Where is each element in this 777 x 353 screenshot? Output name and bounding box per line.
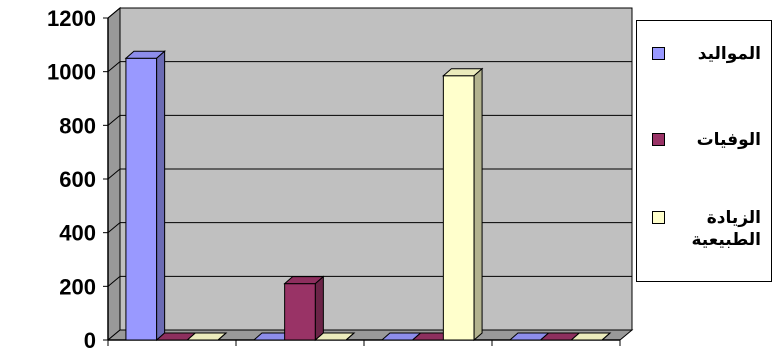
y-axis-ticks: 0 200 400 600 800 1000 1200 [47, 6, 108, 353]
gridline [107, 61, 632, 73]
bar-side [473, 67, 483, 342]
bar [186, 332, 228, 341]
legend: المواليد الوفيات الزيادة الطبيعية [636, 20, 772, 282]
legend-label-births: المواليد [697, 44, 761, 64]
legend-swatch-births [652, 47, 665, 60]
y-tick-label: 1200 [47, 6, 96, 31]
y-tick-label: 600 [59, 167, 96, 192]
bar-front [442, 75, 475, 341]
bar-side [217, 332, 227, 341]
bar-front [284, 283, 316, 341]
y-tick-label: 800 [59, 113, 96, 138]
bar [283, 275, 325, 342]
bar-side [345, 332, 355, 341]
legend-swatch-natural-increase [652, 211, 665, 224]
legend-label-deaths: الوفيات [696, 130, 761, 150]
legend-item-natural-increase: الزيادة الطبيعية [652, 207, 761, 251]
bar [442, 67, 484, 342]
y-tick-label: 0 [84, 328, 96, 353]
gridline [107, 7, 632, 19]
bar [570, 332, 612, 341]
bar-front [125, 57, 158, 341]
y-tick-label: 1000 [47, 60, 96, 85]
y-tick-label: 400 [59, 221, 96, 246]
legend-item-births: المواليد [652, 43, 761, 65]
bars [124, 50, 612, 342]
plot-walls [106, 6, 634, 342]
bar [314, 332, 356, 341]
bar-side [314, 275, 324, 342]
y-tick-label: 200 [59, 274, 96, 299]
bar [124, 50, 166, 342]
legend-swatch-deaths [652, 133, 665, 146]
legend-label-natural-increase: الزيادة الطبيعية [691, 208, 762, 250]
bar-side [156, 50, 166, 342]
legend-item-deaths: الوفيات [652, 129, 761, 151]
bar-side [601, 332, 611, 341]
